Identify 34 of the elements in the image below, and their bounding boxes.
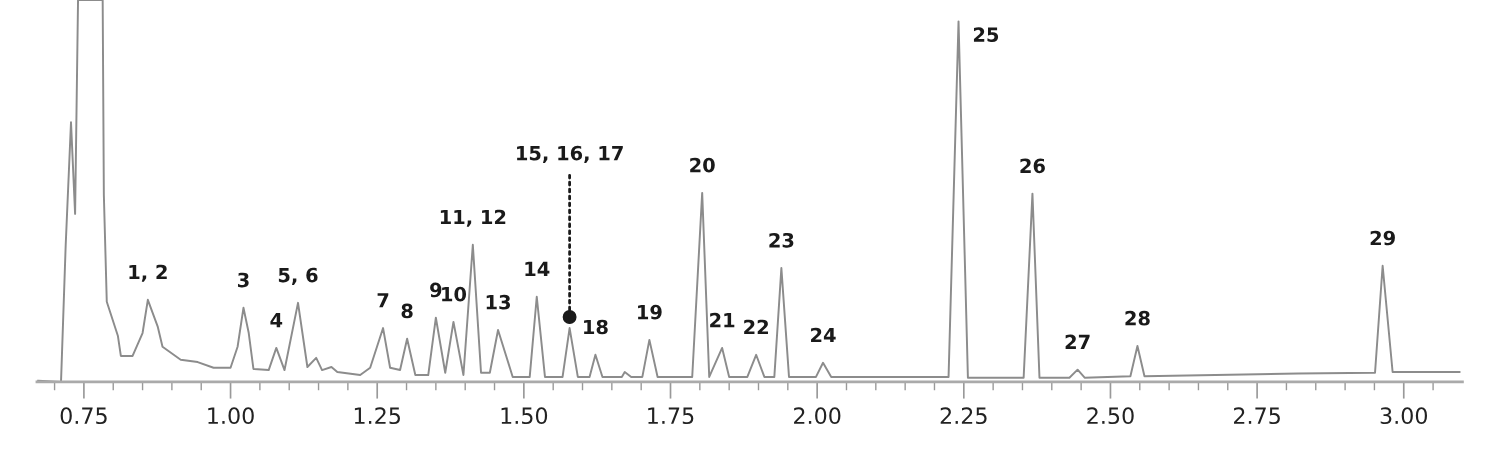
x-tick-label: 1.75 xyxy=(648,407,694,425)
annotation: 13 xyxy=(486,294,511,310)
annotation: 9 xyxy=(430,282,442,298)
annotation: 4 xyxy=(270,313,283,328)
annotation: 19 xyxy=(638,304,662,320)
annotation: 3 xyxy=(237,272,249,288)
annotation: 5, 6 xyxy=(278,267,318,285)
x-tick-label: 3.00 xyxy=(1380,407,1428,425)
annotation: 23 xyxy=(769,232,794,248)
annotation: 24 xyxy=(811,327,836,343)
annotation: 27 xyxy=(1065,334,1090,349)
annotation: 7 xyxy=(377,293,389,308)
annotation: 25 xyxy=(973,27,999,42)
x-tick-label: 0.75 xyxy=(60,407,107,425)
annotation: 21 xyxy=(710,312,735,328)
annotation: 18 xyxy=(584,319,608,335)
annotation: 10 xyxy=(442,286,467,302)
annotation: 15, 16, 17 xyxy=(517,145,623,163)
x-tick-label: 2.00 xyxy=(794,407,841,425)
annotation: 14 xyxy=(525,261,550,277)
x-tick-label: 1.00 xyxy=(208,407,254,425)
annotation: 29 xyxy=(1370,230,1395,246)
annotation: 1, 2 xyxy=(129,264,167,282)
annotation: 28 xyxy=(1125,310,1150,326)
annotation: 20 xyxy=(690,157,715,173)
x-tick-label: 1.25 xyxy=(354,407,400,425)
x-tick-label: 2.50 xyxy=(1087,407,1134,425)
annotation: 22 xyxy=(744,319,768,335)
annotation: 11, 12 xyxy=(440,209,506,227)
annotation: 8 xyxy=(401,303,413,319)
annotation: 26 xyxy=(1020,158,1045,174)
x-tick-label: 1.50 xyxy=(501,407,548,425)
x-tick-label: 2.75 xyxy=(1234,407,1280,425)
x-tick-label: 2.25 xyxy=(940,407,987,425)
